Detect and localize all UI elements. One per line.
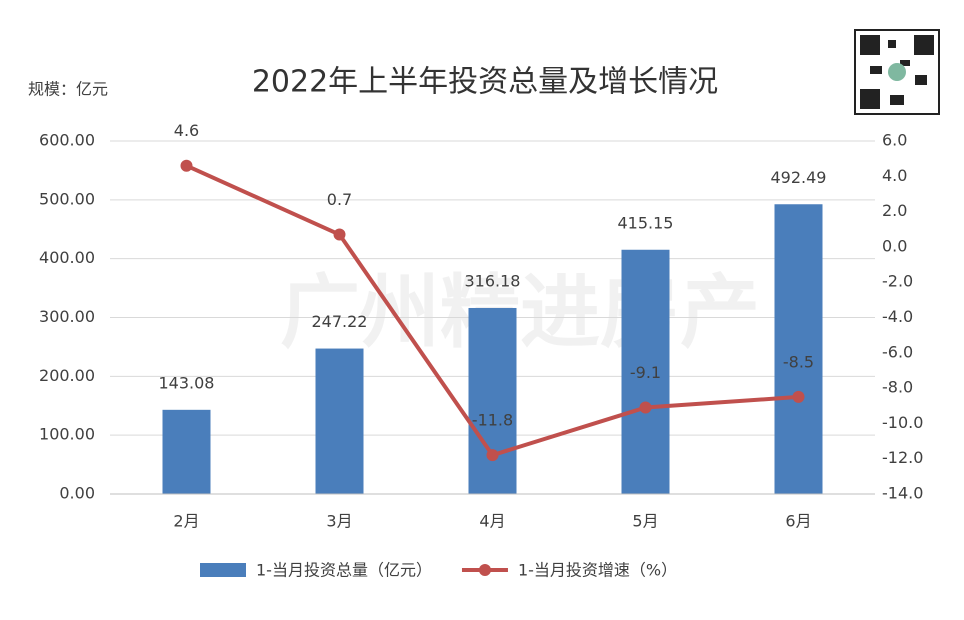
- x-tick-label: 4月: [479, 512, 505, 531]
- y-tick-label: 600.00: [39, 131, 95, 150]
- bar-value-label: 247.22: [312, 312, 368, 331]
- y-tick-label: 500.00: [39, 189, 95, 208]
- legend-label: 1-当月投资增速（%）: [518, 561, 677, 580]
- y2-tick-label: -12.0: [882, 448, 923, 467]
- y2-tick-label: 6.0: [882, 131, 907, 150]
- line-value-label: -11.8: [472, 411, 513, 430]
- line-value-label: 0.7: [327, 190, 352, 209]
- line-value-label: -8.5: [783, 352, 814, 371]
- y-tick-label: 0.00: [59, 484, 95, 503]
- bar-value-label: 492.49: [771, 168, 827, 187]
- watermark: 广州精进房产: [280, 266, 760, 359]
- y2-tick-label: -14.0: [882, 484, 923, 503]
- y2-tick-label: -4.0: [882, 307, 913, 326]
- y2-tick-label: -6.0: [882, 342, 913, 361]
- bar-value-label: 316.18: [465, 271, 521, 290]
- y2-tick-label: -8.0: [882, 378, 913, 397]
- y-tick-label: 200.00: [39, 366, 95, 385]
- legend-label: 1-当月投资总量（亿元）: [256, 561, 432, 580]
- y2-tick-label: -2.0: [882, 272, 913, 291]
- y-axis-title: 规模：亿元: [28, 80, 108, 99]
- bar-value-label: 415.15: [618, 213, 674, 232]
- line-point: [333, 228, 346, 241]
- bar: [774, 204, 823, 494]
- y2-tick-label: 4.0: [882, 166, 907, 185]
- bar: [468, 307, 517, 494]
- qr-code: [854, 29, 940, 115]
- bar-value-label: 143.08: [159, 373, 215, 392]
- y2-tick-label: 2.0: [882, 201, 907, 220]
- x-tick-label: 3月: [326, 512, 352, 531]
- line-point: [180, 159, 193, 172]
- y-tick-label: 100.00: [39, 425, 95, 444]
- y2-tick-label: 0.0: [882, 236, 907, 255]
- x-tick-label: 6月: [785, 512, 811, 531]
- bar: [315, 348, 364, 494]
- chart-title: 2022年上半年投资总量及增长情况: [252, 65, 718, 100]
- y-tick-label: 400.00: [39, 248, 95, 267]
- legend-swatch: [200, 563, 246, 577]
- x-tick-label: 5月: [632, 512, 658, 531]
- line-value-label: 4.6: [174, 121, 199, 140]
- x-tick-label: 2月: [173, 512, 199, 531]
- line-point: [486, 449, 499, 462]
- legend-swatch: [478, 564, 491, 576]
- line-value-label: -9.1: [630, 363, 661, 382]
- line-point: [639, 401, 652, 414]
- y2-tick-label: -10.0: [882, 413, 923, 432]
- y-tick-label: 300.00: [39, 307, 95, 326]
- bar: [162, 409, 211, 494]
- line-point: [792, 390, 805, 403]
- bar: [621, 249, 670, 494]
